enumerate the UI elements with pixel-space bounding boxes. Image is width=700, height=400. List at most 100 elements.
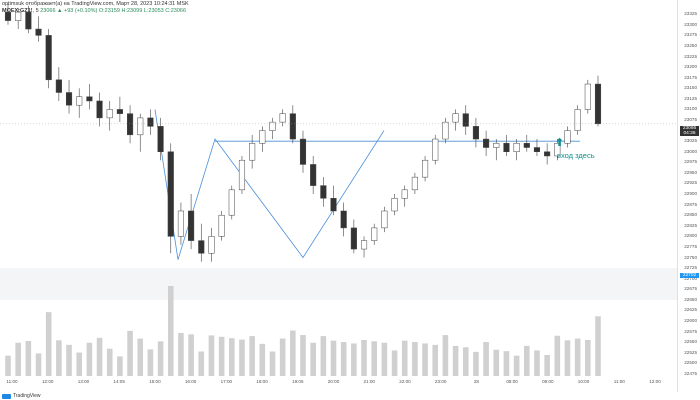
price-tick: 22850 bbox=[684, 212, 697, 218]
candle-body bbox=[198, 240, 205, 254]
volume-bar bbox=[493, 349, 500, 376]
candle-body bbox=[106, 109, 113, 119]
volume-bar bbox=[371, 341, 378, 376]
volume-bar bbox=[106, 348, 113, 376]
candle-body bbox=[289, 113, 296, 140]
volume-bar bbox=[117, 356, 123, 376]
time-axis[interactable]: 11:00 12:00 13:00 14:05 15:00 16:00 17:00 18:00… bbox=[0, 377, 678, 389]
candle-body bbox=[544, 151, 551, 157]
symbol-label[interactable]: MOEX:GZ1! bbox=[2, 7, 33, 14]
volume-bar bbox=[45, 312, 52, 376]
footer: TradingView bbox=[2, 393, 41, 399]
price-tick: 23025 bbox=[684, 138, 697, 144]
time-tick: 14:05 bbox=[113, 379, 125, 384]
candle-body bbox=[411, 176, 418, 191]
time-tick: 12:00 bbox=[41, 379, 54, 384]
time-tick: 10:00 bbox=[577, 379, 590, 384]
volume-bar bbox=[564, 340, 571, 376]
volume-bar bbox=[178, 332, 184, 376]
volume-bar bbox=[503, 351, 510, 376]
candle-body bbox=[340, 210, 347, 229]
time-tick: 19:05 bbox=[292, 379, 304, 384]
chart-header: optimsuk отображает(а) на TradingView.co… bbox=[2, 1, 189, 14]
candle-body bbox=[594, 83, 602, 125]
time-tick: 08:00 bbox=[506, 379, 518, 384]
candle-body bbox=[330, 198, 337, 212]
candle-body bbox=[462, 113, 469, 127]
volume-bar bbox=[66, 344, 72, 376]
price-tick: 22700 bbox=[684, 275, 697, 281]
volume-bar bbox=[401, 340, 408, 376]
volume-bar bbox=[422, 343, 428, 376]
price-axis[interactable]: 23325 23300 23275 23250 23225 23200 23175 23150… bbox=[677, 0, 700, 392]
candle-body bbox=[422, 159, 429, 178]
price-tick: 22950 bbox=[684, 169, 697, 175]
volume-bar bbox=[412, 342, 418, 376]
candle-body bbox=[76, 96, 83, 106]
volume-bar bbox=[147, 349, 154, 376]
time-tick: 18:00 bbox=[256, 379, 268, 384]
candle-body bbox=[350, 227, 357, 250]
price-tick: 22800 bbox=[684, 233, 697, 239]
price-tick: 22775 bbox=[684, 243, 697, 249]
volume-bar bbox=[310, 342, 316, 376]
time-tick: 12:00 bbox=[649, 379, 661, 384]
price-tick: 22550 bbox=[684, 339, 697, 345]
volume-bar bbox=[218, 336, 225, 376]
candle-body bbox=[249, 143, 256, 161]
candle-body bbox=[208, 236, 215, 254]
time-tick: 15:00 bbox=[149, 379, 161, 384]
candle-body bbox=[4, 11, 12, 21]
candle-body bbox=[137, 117, 144, 136]
price-chart[interactable] bbox=[0, 0, 678, 378]
volume-bar bbox=[198, 351, 205, 376]
price-tick: 23325 bbox=[684, 11, 697, 17]
price-tick: 23200 bbox=[684, 64, 697, 70]
candle-body bbox=[401, 189, 408, 199]
volume-bar bbox=[361, 339, 367, 376]
candle-body bbox=[533, 147, 541, 152]
candle-body bbox=[157, 126, 164, 152]
price-tick: 22750 bbox=[684, 254, 697, 260]
candle-body bbox=[188, 210, 195, 241]
time-tick: 11:00 bbox=[613, 379, 625, 384]
time-tick: 13:00 bbox=[77, 379, 90, 384]
candle-body bbox=[452, 113, 459, 123]
time-tick: 22:00 bbox=[399, 379, 411, 384]
candle-body bbox=[391, 198, 398, 212]
price-tick: 22875 bbox=[684, 201, 697, 207]
candle-body bbox=[25, 11, 32, 30]
volume-bar bbox=[442, 335, 449, 376]
candle-body bbox=[177, 210, 184, 237]
volume-bar bbox=[127, 330, 133, 376]
volume-bar bbox=[86, 342, 93, 376]
price-tick: 23000 bbox=[684, 148, 697, 154]
volume-bar bbox=[228, 338, 235, 376]
tradingview-logo-icon bbox=[2, 393, 11, 399]
candle-body bbox=[279, 113, 286, 123]
volume-bar bbox=[300, 335, 306, 376]
candle-body bbox=[564, 130, 571, 144]
volume-bar bbox=[279, 338, 286, 376]
candle-body bbox=[269, 121, 276, 131]
volume-bar bbox=[523, 345, 530, 376]
candle-body bbox=[574, 109, 581, 131]
secondary-price-tag: 22702 bbox=[680, 273, 699, 278]
candle-body bbox=[310, 164, 317, 186]
price-tick: 22925 bbox=[684, 180, 697, 186]
volume-bar bbox=[554, 335, 561, 376]
volume-bar bbox=[96, 337, 103, 376]
price-tick: 23300 bbox=[684, 21, 697, 27]
candle-body bbox=[554, 143, 561, 157]
volume-bar bbox=[330, 340, 337, 376]
price-tick: 23100 bbox=[684, 106, 697, 112]
candle-body bbox=[503, 143, 510, 152]
volume-bar bbox=[269, 351, 276, 376]
candle-body bbox=[472, 126, 479, 140]
time-tick: 23:00 bbox=[434, 379, 447, 384]
candle-body bbox=[371, 227, 378, 241]
price-tick: 23175 bbox=[684, 74, 697, 80]
candle-body bbox=[86, 96, 93, 102]
volume-bar bbox=[157, 341, 164, 376]
volume-bar bbox=[320, 336, 327, 376]
